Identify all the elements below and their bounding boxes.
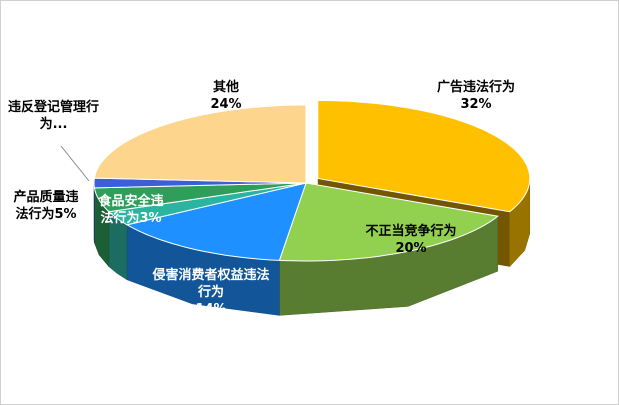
category-label: 其他 xyxy=(212,80,239,95)
slice xyxy=(278,182,500,262)
data-label: 侵害消费者权益违法行为 14% xyxy=(151,267,271,318)
value-label: 3% xyxy=(139,211,162,226)
category-label: 食品安全违法行为 xyxy=(98,194,164,226)
data-label: 广告违法行为 32% xyxy=(401,79,551,113)
leader-line xyxy=(60,145,90,182)
slice xyxy=(93,104,307,184)
value-label: 14% xyxy=(195,302,227,317)
category-label: 产品质量违法行为 xyxy=(13,190,79,222)
category-label: 侵害消费者权益违法行为 xyxy=(152,268,270,300)
value-label: 24% xyxy=(210,97,242,112)
slice xyxy=(107,182,307,226)
value-label: 32% xyxy=(460,97,492,112)
data-label: 产品质量违法行为5% xyxy=(11,189,81,223)
data-label: 违反登记管理行为... xyxy=(6,99,101,133)
category-label: 广告违法行为 xyxy=(436,80,515,95)
slice xyxy=(125,182,307,261)
category-label: 不正当竞争行为 xyxy=(365,224,457,239)
data-label: 不正当竞争行为 20% xyxy=(336,223,486,257)
data-label: 食品安全违法行为3% xyxy=(96,193,166,227)
value-label: 5% xyxy=(54,207,77,222)
slice xyxy=(93,182,307,213)
category-label: 违反登记管理行为... xyxy=(7,100,99,132)
value-label: 20% xyxy=(395,241,427,256)
data-label: 其他 24% xyxy=(171,79,281,113)
slice xyxy=(317,100,531,213)
